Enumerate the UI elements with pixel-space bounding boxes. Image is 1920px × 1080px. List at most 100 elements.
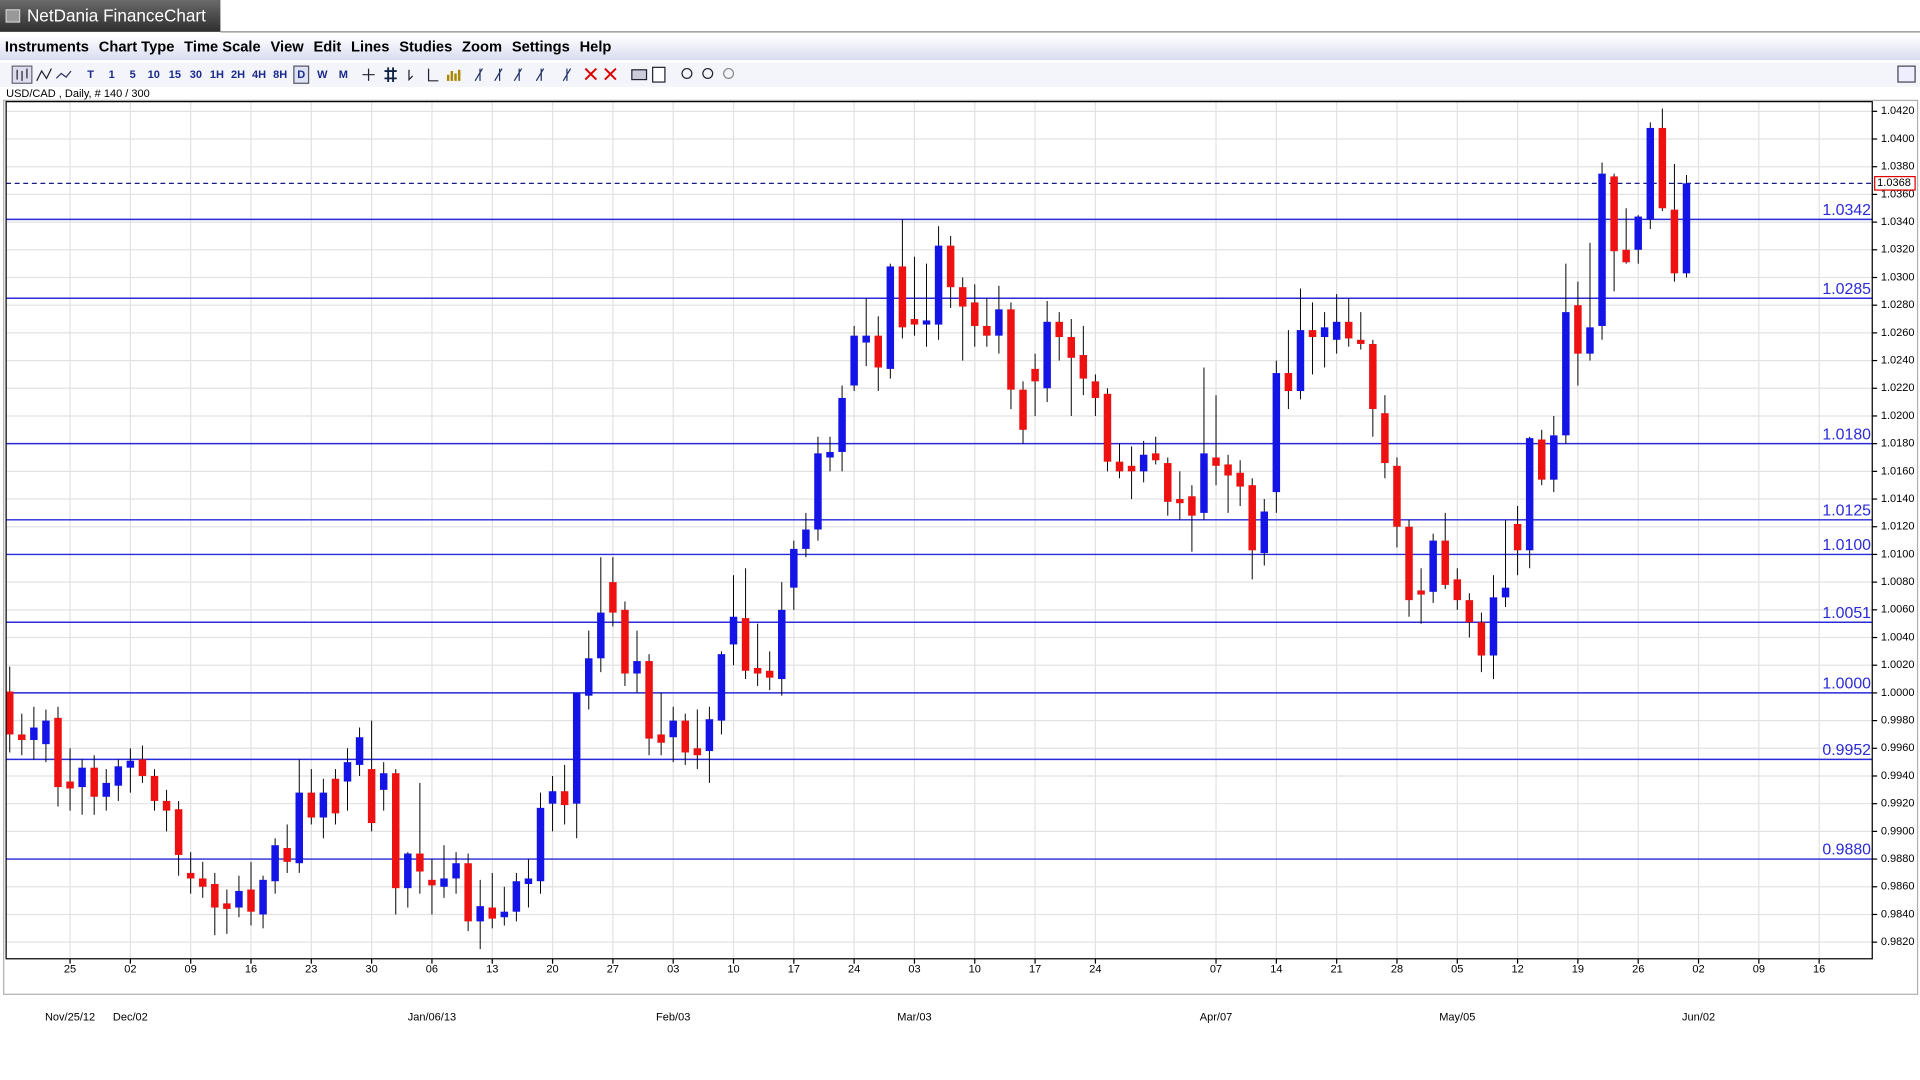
tool-delete-line[interactable] [562, 68, 572, 82]
candle-body [1200, 453, 1208, 513]
tool-zoom-reset[interactable] [723, 67, 735, 79]
candle-body [838, 397, 846, 452]
menu-item[interactable]: Help [580, 40, 612, 56]
menu-item[interactable]: Settings [512, 40, 570, 56]
candle-body [1574, 305, 1582, 354]
x-tick-label: 14 [1270, 964, 1282, 976]
x-tick-label: 16 [245, 964, 257, 976]
menu-item[interactable]: Studies [399, 40, 452, 56]
x-date-label: May/05 [1439, 1011, 1475, 1023]
candle-body [995, 309, 1003, 336]
candle-body [536, 807, 545, 882]
tool-area[interactable] [55, 70, 72, 79]
tool-axis[interactable] [427, 68, 439, 82]
time-button[interactable]: 30 [190, 69, 202, 81]
candle-body [1550, 435, 1558, 480]
candle-body [1453, 579, 1462, 601]
tool-volume[interactable] [446, 69, 461, 81]
candle-body [162, 800, 171, 811]
tool-trendlines[interactable] [474, 68, 545, 82]
y-tick-label: 1.0280 [1881, 299, 1915, 311]
menu-item[interactable]: Instruments [5, 40, 89, 56]
time-button[interactable]: 1 [109, 69, 115, 81]
candles [6, 108, 1691, 950]
tool-delete[interactable] [584, 67, 598, 81]
y-tick-label: 1.0020 [1881, 659, 1915, 671]
candle-body [1127, 465, 1136, 472]
menu-item[interactable]: Edit [313, 40, 341, 56]
x-tick-label: 24 [848, 964, 860, 976]
candle-body [1164, 463, 1172, 502]
candle-body [54, 717, 62, 788]
toolbar [0, 62, 1920, 87]
candle-body [379, 773, 388, 790]
candle-body [1393, 465, 1401, 527]
time-button[interactable]: T [87, 69, 94, 81]
time-button[interactable]: 2H [231, 69, 245, 81]
candle-body [765, 670, 774, 678]
y-tick-label: 1.0100 [1881, 548, 1915, 560]
tool-arrow[interactable] [408, 69, 414, 82]
x-tick-label: 27 [607, 964, 619, 976]
x-tick-label: 02 [124, 964, 136, 976]
level-label: 1.0285 [1822, 281, 1871, 298]
last-price-box [1874, 175, 1916, 191]
y-tick-label: 1.0240 [1881, 354, 1915, 366]
x-date-label: Mar/03 [897, 1011, 931, 1023]
candle-body [1236, 472, 1244, 487]
candle-body [271, 845, 279, 882]
tool-delete-all[interactable] [604, 67, 617, 81]
tool-line[interactable] [36, 68, 52, 82]
candle-body [1260, 511, 1269, 554]
candle-body [1079, 355, 1088, 379]
y-tick-label: 1.0200 [1881, 410, 1915, 422]
tool-crosshair[interactable] [362, 68, 375, 81]
tool-preview[interactable] [652, 66, 666, 83]
x-tick-label: 25 [64, 964, 76, 976]
time-button[interactable]: M [339, 69, 348, 81]
menu-item[interactable]: View [270, 40, 304, 56]
candle-body [572, 692, 581, 804]
menu-item[interactable]: Chart Type [99, 40, 175, 56]
time-button[interactable]: 4H [252, 69, 266, 81]
candle-body [1332, 321, 1341, 340]
candle-body [814, 453, 822, 530]
tool-zoom-out[interactable] [702, 67, 714, 79]
time-button[interactable]: 1H [210, 69, 224, 81]
x-tick-label: 24 [1089, 964, 1101, 976]
y-tick-label: 1.0260 [1881, 327, 1915, 339]
candle-body [1417, 590, 1425, 595]
candle-body [874, 335, 883, 368]
menu-item[interactable]: Time Scale [184, 40, 260, 56]
menu-item[interactable]: Lines [351, 40, 389, 56]
tool-grid[interactable] [384, 67, 397, 83]
candle-body [343, 762, 352, 782]
level-label: 1.0125 [1822, 502, 1871, 519]
menu-item[interactable]: Zoom [462, 40, 502, 56]
candle-body [1646, 127, 1655, 220]
time-button[interactable]: D [297, 69, 305, 81]
time-button[interactable]: 8H [273, 69, 287, 81]
candle-body [1562, 312, 1570, 436]
tool-zoom-in[interactable] [681, 67, 693, 79]
x-date-label: Jan/06/13 [408, 1011, 456, 1023]
candle-body [1369, 343, 1377, 410]
candle-body [211, 884, 219, 908]
time-button[interactable]: 10 [148, 69, 160, 81]
time-button[interactable]: W [317, 69, 328, 81]
candle-body [78, 767, 86, 788]
candle-body [802, 529, 810, 549]
tool-print[interactable] [631, 69, 648, 81]
time-button[interactable]: 15 [169, 69, 181, 81]
level-label: 1.0342 [1822, 202, 1871, 219]
candle-body [717, 654, 726, 721]
candle-body [669, 720, 677, 738]
time-button[interactable]: 5 [130, 69, 136, 81]
candle-body [247, 889, 255, 912]
tool-panel[interactable] [1897, 65, 1916, 83]
candle-body [259, 879, 267, 915]
candle-body [898, 266, 907, 328]
candle-body [1441, 540, 1449, 585]
